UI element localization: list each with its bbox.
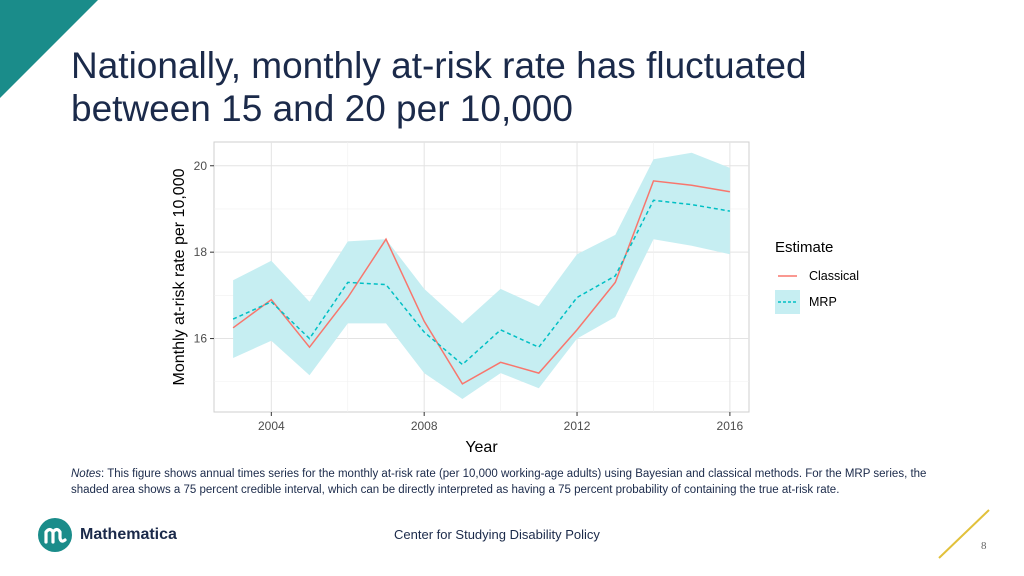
series-line-mrp	[232, 199, 731, 366]
legend-title: Estimate	[775, 239, 833, 256]
footer-center-text: Center for Studying Disability Policy	[394, 527, 600, 542]
y-tick-label: 20	[194, 159, 208, 173]
slide-title-line-1: Nationally, monthly at-risk rate has flu…	[71, 45, 807, 86]
corner-accent-line	[938, 509, 990, 559]
slide-title: Nationally, monthly at-risk rate has flu…	[71, 44, 931, 130]
page-number: 8	[981, 540, 987, 552]
mathematica-logo: Mathematica	[38, 518, 177, 552]
x-tick-label: 2008	[411, 419, 438, 433]
legend-label-classical: Classical	[809, 269, 859, 283]
y-tick-label: 18	[194, 245, 208, 259]
logo-text: Mathematica	[80, 526, 177, 543]
logo-mark-icon	[38, 518, 72, 552]
mrp-credible-band	[233, 152, 730, 399]
notes-body: : This figure shows annual times series …	[71, 468, 927, 496]
x-tick-label: 2004	[258, 419, 285, 433]
series-line-classical	[232, 180, 731, 385]
line-chart: 16 18 20 2004 2008 2012 2016 Year Monthly at-ris…	[171, 141, 859, 456]
notes-text: Notes: This figure shows annual times se…	[71, 466, 941, 498]
x-axis-title: Year	[465, 439, 498, 456]
corner-accent-triangle	[0, 0, 98, 98]
y-axis-title: Monthly at-risk rate per 10,000	[171, 168, 188, 385]
x-tick-label: 2012	[564, 419, 591, 433]
notes-label: Notes	[71, 468, 102, 480]
slide-title-line-2: between 15 and 20 per 10,000	[71, 88, 573, 129]
legend-label-mrp: MRP	[809, 295, 837, 309]
x-tick-label: 2016	[717, 419, 744, 433]
y-tick-label: 16	[194, 332, 208, 346]
